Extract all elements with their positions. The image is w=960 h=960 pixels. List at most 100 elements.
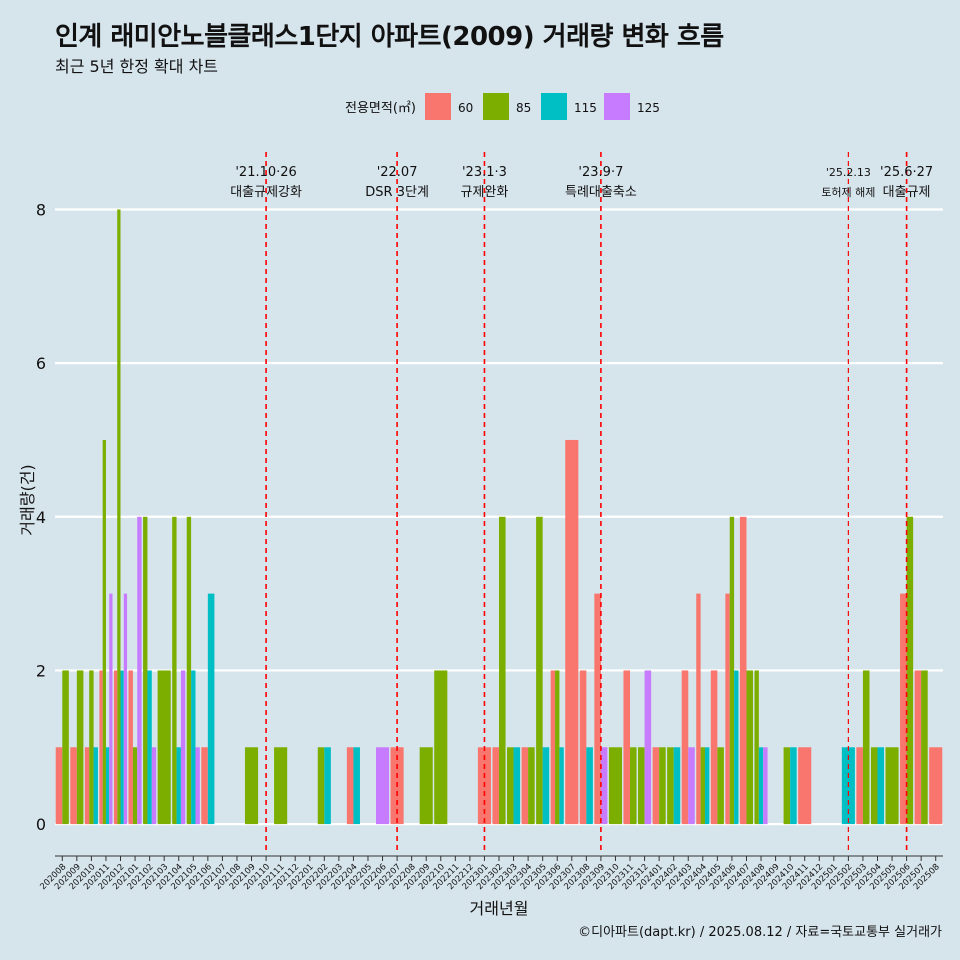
bar-202408-125	[763, 747, 768, 825]
bar-202104-85	[172, 516, 177, 825]
y-tick-label-8: 8	[36, 200, 46, 219]
event-label-202309: 특례대출축소	[565, 185, 637, 200]
bar-202010-60	[84, 747, 90, 825]
bar-202105-125	[195, 747, 200, 825]
legend-label-60: 60	[458, 101, 473, 115]
bar-202505-85	[885, 747, 899, 825]
bar-202104-115	[176, 747, 181, 825]
bar-202204-60	[346, 747, 354, 825]
bar-202404-85	[700, 747, 705, 825]
bar-202303-85	[507, 747, 514, 825]
bar-202011-115	[105, 747, 110, 825]
bar-202405-85	[717, 747, 724, 825]
bar-202503-60	[856, 747, 863, 825]
event-label-202110: 대출규제강화	[230, 185, 302, 200]
bar-202304-85	[528, 747, 535, 825]
bar-202302-85	[499, 516, 506, 825]
bar-202011-85	[102, 439, 106, 825]
chart-subtitle: 최근 5년 한정 확대 차트	[55, 57, 219, 76]
bar-202506-60	[900, 593, 907, 825]
bar-202401-60	[652, 747, 660, 825]
bar-202508-60	[929, 747, 943, 825]
bar-202312-85	[638, 747, 645, 825]
bar-202402-85	[667, 747, 674, 825]
legend-label-115: 115	[574, 101, 597, 115]
bar-202010-115	[93, 747, 98, 825]
bar-202410-115	[790, 747, 797, 825]
bar-202305-115	[542, 747, 550, 825]
bar-202012-125	[123, 593, 128, 825]
bar-202410-85	[783, 747, 791, 825]
bar-202206-125	[375, 747, 390, 825]
bar-202012-115	[120, 670, 124, 825]
bar-202406-115	[734, 670, 739, 825]
bar-202311-60	[623, 670, 631, 825]
bar-202009-85	[76, 670, 84, 825]
bar-202104-125	[180, 670, 186, 825]
bar-202307-60	[565, 439, 579, 825]
bar-202302-60	[492, 747, 499, 825]
event-label-202506: 대출규제	[883, 185, 931, 200]
bar-202111-85	[274, 747, 288, 825]
legend: 전용면적(㎡) 60 85 115 125	[345, 93, 660, 120]
bar-202404-115	[704, 747, 710, 825]
bar-202405-60	[710, 670, 718, 825]
legend-swatch-60	[425, 93, 451, 120]
bar-202407-85	[746, 670, 754, 825]
bar-202012-85	[117, 209, 121, 825]
bar-202403-125	[688, 747, 695, 825]
bar-202306-85	[555, 670, 560, 825]
bar-202012-60	[113, 670, 118, 825]
bar-202506-85	[906, 516, 914, 825]
annotations: '21.10·26 대출규제강화 '22.07 DSR 3단계 '23.1·3 규제완화 '…	[230, 152, 933, 851]
bar-202306-60	[550, 670, 556, 825]
bar-202009-60	[70, 747, 77, 825]
event-date-202207: '22.07	[377, 165, 418, 180]
bar-202105-115	[191, 670, 196, 825]
bar-202102-85	[143, 516, 148, 825]
bar-202408-85	[754, 670, 759, 825]
legend-swatch-125	[604, 93, 630, 120]
y-axis-label: 거래량(건)	[18, 464, 37, 535]
bar-202305-85	[536, 516, 543, 825]
y-tick-label-0: 0	[36, 815, 46, 834]
bar-202309-60	[594, 593, 601, 825]
bar-202106-60	[201, 747, 208, 825]
event-date-202301: '23.1·3	[462, 165, 507, 180]
x-axis-label: 거래년월	[470, 899, 529, 918]
source-caption: ©디아파트(dapt.kr) / 2025.08.12 / 자료=국토교통부 실…	[578, 925, 942, 940]
bar-202011-60	[99, 670, 103, 825]
y-tick-label-2: 2	[36, 661, 46, 680]
bar-202011-125	[109, 593, 113, 825]
bar-202308-115	[586, 747, 593, 825]
bar-202101-60	[128, 670, 133, 825]
bar-202311-85	[630, 747, 637, 825]
y-tick-label-4: 4	[36, 508, 46, 527]
bar-202010-85	[89, 670, 94, 825]
bar-202306-115	[559, 747, 564, 825]
bar-202204-115	[353, 747, 360, 825]
bar-202401-85	[659, 747, 666, 825]
bar-202310-85	[608, 747, 623, 825]
bar-202507-60	[914, 670, 922, 825]
event-date-202506: '25.6·27	[880, 165, 933, 180]
legend-label-85: 85	[516, 101, 531, 115]
bar-202403-60	[681, 670, 689, 825]
event-label-202207: DSR 3단계	[365, 185, 429, 200]
bar-202202-85	[317, 747, 325, 825]
bar-202309-125	[600, 747, 608, 825]
bar-202210-85	[434, 670, 448, 825]
bar-202008-85	[62, 670, 69, 825]
bar-202407-60	[739, 516, 747, 825]
event-date-202309: '23.9·7	[578, 165, 623, 180]
event-label-202301: 규제완화	[461, 185, 509, 200]
event-date-202502: '25.2.13	[826, 166, 871, 179]
bar-202109-85	[244, 747, 259, 825]
bar-202102-115	[147, 670, 152, 825]
bar-202101-85	[132, 747, 138, 825]
bar-202402-115	[673, 747, 681, 825]
bar-202503-85	[862, 670, 870, 825]
bar-202102-125	[151, 747, 157, 825]
bar-202507-85	[921, 670, 928, 825]
